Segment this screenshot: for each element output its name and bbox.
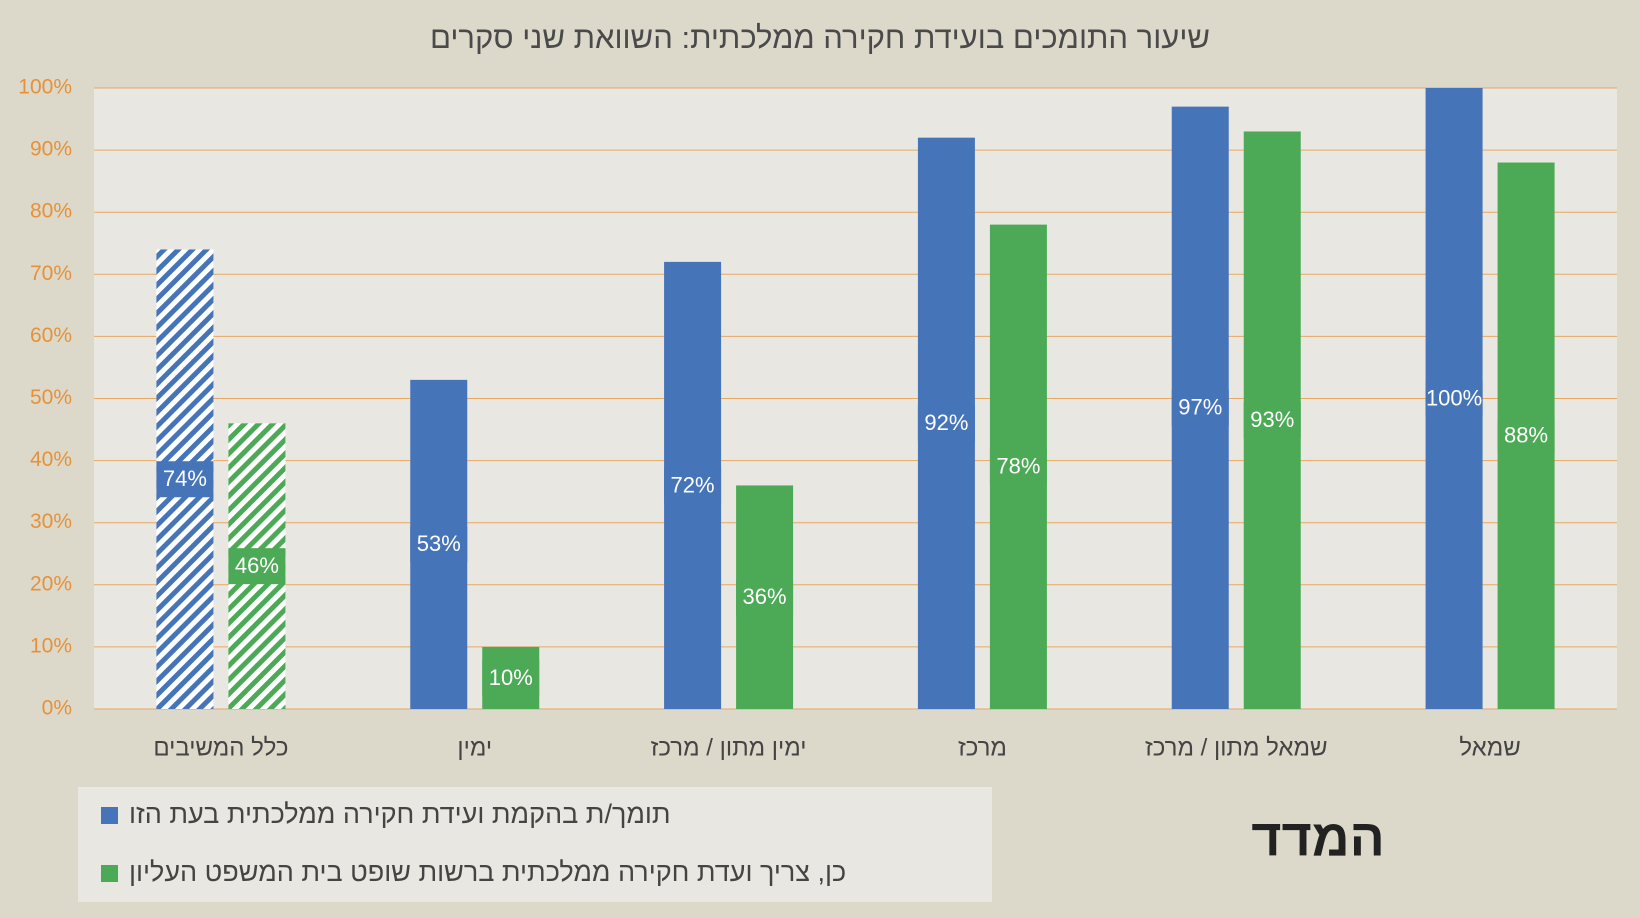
value-label: 46%	[235, 553, 279, 578]
chart-title: שיעור התומכים בועידת חקירה ממלכתית: השוו…	[430, 20, 1210, 55]
value-label-bg	[664, 467, 722, 504]
logo: המדד	[1251, 810, 1384, 868]
y-tick-label: 80%	[30, 200, 72, 223]
value-label: 97%	[1178, 395, 1222, 420]
legend-marker	[101, 807, 118, 824]
y-tick-label: 90%	[30, 138, 72, 161]
value-label-bg	[228, 548, 286, 585]
x-tick-label: שמאל	[1459, 734, 1520, 761]
y-tick-label: 70%	[30, 262, 72, 285]
value-label: 92%	[924, 410, 968, 435]
y-tick-label: 100%	[18, 76, 72, 99]
legend	[78, 787, 992, 902]
value-label: 78%	[996, 454, 1040, 479]
y-tick-label: 30%	[30, 510, 72, 533]
value-label: 88%	[1504, 423, 1548, 448]
x-tick-label: ימין מתון / מרכז	[651, 734, 807, 761]
value-label-bg	[1243, 402, 1301, 439]
legend-label: כן, צריך ועדת חקירה ממלכתית ברשות שופט ב…	[129, 857, 846, 887]
value-label-bg	[1425, 380, 1483, 417]
value-label-bg	[917, 405, 975, 442]
value-label-bg	[482, 659, 540, 696]
y-tick-label: 20%	[30, 572, 72, 595]
x-tick-label: מרכז	[958, 734, 1007, 761]
value-label: 10%	[489, 665, 533, 690]
value-label: 100%	[1426, 385, 1482, 410]
x-tick-label: שמאל מתון / מרכז	[1145, 734, 1327, 761]
value-label-bg	[1497, 417, 1555, 454]
x-tick-label: ימין	[457, 734, 492, 761]
legend-marker	[101, 865, 118, 882]
y-tick-label: 50%	[30, 386, 72, 409]
value-label: 74%	[163, 466, 207, 491]
y-tick-label: 40%	[30, 448, 72, 471]
x-tick-label: כלל המשיבים	[153, 734, 288, 761]
value-label-bg	[989, 448, 1047, 485]
value-label-bg	[736, 579, 794, 616]
value-label-bg	[156, 461, 214, 498]
legend-label: תומך/ת בהקמת ועידת חקירה ממלכתית בעת הזו	[129, 799, 671, 829]
y-tick-label: 10%	[30, 634, 72, 657]
y-tick-label: 0%	[42, 697, 72, 720]
value-label-bg	[1171, 389, 1229, 426]
value-label-bg	[410, 526, 468, 563]
value-label: 93%	[1250, 407, 1294, 432]
value-label: 53%	[417, 531, 461, 556]
y-tick-label: 60%	[30, 324, 72, 347]
value-label: 36%	[743, 584, 787, 609]
value-label: 72%	[671, 472, 715, 497]
